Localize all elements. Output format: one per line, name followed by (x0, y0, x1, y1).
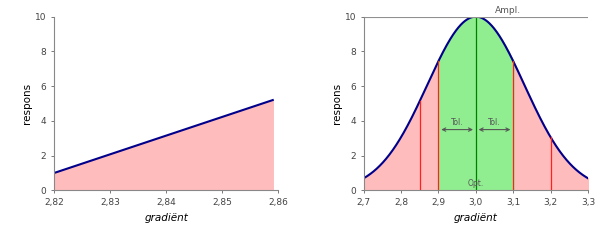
Y-axis label: respons: respons (22, 83, 32, 124)
X-axis label: gradiënt: gradiënt (454, 213, 498, 223)
Text: Ampl.: Ampl. (494, 6, 521, 15)
Text: Opt.: Opt. (467, 179, 484, 188)
Text: Tol.: Tol. (488, 118, 501, 127)
X-axis label: gradiënt: gradiënt (144, 213, 188, 223)
Text: Tol.: Tol. (451, 118, 463, 127)
Y-axis label: respons: respons (332, 83, 342, 124)
